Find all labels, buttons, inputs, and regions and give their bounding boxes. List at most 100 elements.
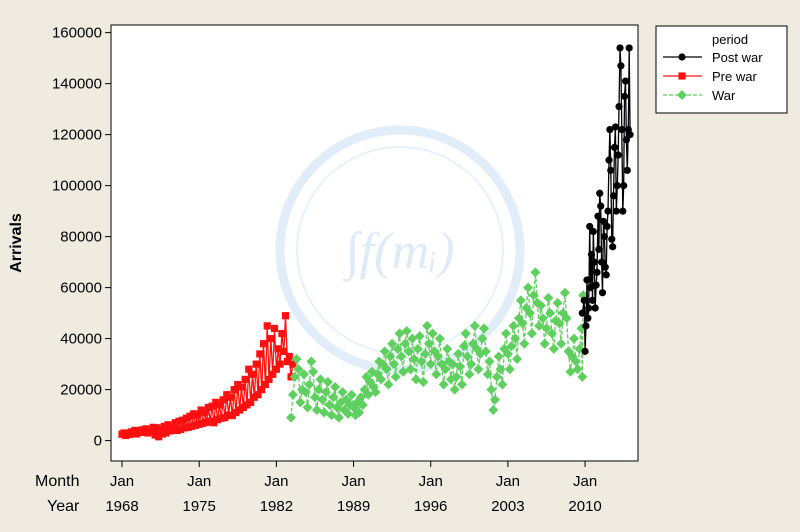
- data-point-pre-war: [280, 347, 288, 355]
- x-tick-label-month: Jan: [187, 473, 211, 490]
- x-tick-label-year: 2010: [568, 498, 601, 515]
- data-point-pre-war: [236, 406, 244, 414]
- data-point-war: [379, 346, 390, 357]
- data-point-war: [543, 292, 554, 303]
- data-point-war: [357, 399, 368, 410]
- data-point-war: [458, 341, 469, 352]
- data-point-post-war: [598, 289, 607, 297]
- data-point-war: [376, 374, 387, 385]
- data-point-post-war: [625, 44, 633, 52]
- data-point-post-war: [608, 235, 616, 243]
- data-point-war: [530, 267, 541, 278]
- series-war: [286, 267, 591, 423]
- legend-title: period: [712, 32, 748, 47]
- data-point-pre-war: [202, 418, 211, 426]
- data-point-war: [449, 384, 460, 395]
- data-point-war: [385, 351, 396, 362]
- data-point-post-war: [580, 296, 588, 304]
- data-point-war: [548, 343, 559, 354]
- data-point-war: [495, 364, 506, 375]
- data-point-pre-war: [269, 370, 277, 378]
- y-tick-label: 100000: [52, 178, 102, 195]
- data-point-war: [478, 323, 489, 334]
- y-tick-label: 60000: [60, 280, 102, 297]
- legend-label-pre-war: Pre war: [712, 69, 757, 84]
- data-point-war: [387, 338, 398, 349]
- data-point-pre-war: [210, 419, 218, 427]
- data-point-pre-war: [265, 375, 273, 384]
- x-tick-label-month: Jan: [110, 473, 134, 490]
- data-point-pre-war: [180, 424, 189, 432]
- data-point-war: [517, 318, 528, 329]
- data-point-pre-war: [228, 412, 236, 420]
- data-point-war: [508, 320, 519, 331]
- data-point-pre-war: [147, 428, 156, 436]
- data-point-post-war: [596, 189, 604, 197]
- data-point-pre-war: [171, 419, 179, 427]
- data-point-post-war: [621, 77, 630, 85]
- data-point-war: [545, 308, 556, 319]
- x-tick-label-year: 1968: [105, 498, 138, 515]
- data-point-war: [396, 351, 407, 362]
- data-point-war: [291, 354, 302, 365]
- series-layer: [118, 44, 634, 441]
- data-point-pre-war: [151, 431, 159, 439]
- data-point-war: [473, 364, 484, 375]
- data-point-war: [328, 392, 339, 403]
- data-point-war: [422, 320, 433, 331]
- y-tick-label: 40000: [60, 331, 102, 348]
- data-point-war: [405, 364, 416, 375]
- data-point-war: [497, 379, 508, 390]
- data-point-war: [547, 328, 558, 339]
- data-point-pre-war: [258, 386, 266, 394]
- data-point-pre-war: [177, 425, 185, 433]
- data-point-war: [464, 369, 475, 380]
- data-point-post-war: [587, 250, 596, 259]
- data-point-war: [515, 295, 526, 306]
- data-point-pre-war: [179, 416, 187, 424]
- data-point-war: [289, 371, 300, 382]
- data-point-post-war: [613, 182, 621, 190]
- data-point-war: [304, 379, 315, 390]
- legend-label-post-war: Post war: [712, 50, 763, 65]
- data-point-pre-war: [190, 410, 198, 418]
- data-point-post-war: [578, 309, 586, 317]
- data-point-pre-war: [153, 424, 161, 432]
- data-point-war: [559, 287, 570, 298]
- data-point-pre-war: [149, 423, 157, 431]
- data-point-war: [577, 371, 588, 382]
- data-point-war: [572, 364, 583, 375]
- data-point-war: [354, 407, 365, 418]
- x-row-label-year: Year: [47, 498, 80, 515]
- data-point-war: [390, 371, 401, 382]
- data-point-post-war: [597, 202, 605, 210]
- data-point-war: [346, 389, 357, 400]
- data-point-pre-war: [274, 345, 282, 353]
- data-point-post-war: [606, 125, 614, 134]
- data-point-post-war: [601, 263, 609, 271]
- data-point-post-war: [588, 296, 597, 304]
- data-point-post-war: [589, 227, 597, 236]
- x-tick-label-year: 1989: [337, 498, 370, 515]
- data-point-pre-war: [217, 414, 225, 422]
- data-point-post-war: [609, 192, 618, 200]
- data-point-war: [524, 308, 535, 319]
- data-point-war: [541, 323, 552, 334]
- x-tick-label-month: Jan: [573, 473, 597, 490]
- data-point-post-war: [600, 233, 608, 241]
- data-point-post-war: [616, 44, 624, 52]
- data-point-post-war: [598, 258, 606, 266]
- legend: period Post war Pre war War: [655, 25, 788, 114]
- data-point-pre-war: [215, 401, 223, 409]
- data-point-post-war: [586, 284, 595, 292]
- data-point-war: [306, 356, 317, 367]
- data-point-pre-war: [193, 411, 201, 419]
- data-point-pre-war: [263, 322, 271, 330]
- legend-items: Post war Pre war War: [663, 50, 763, 103]
- data-point-pre-war: [281, 312, 290, 320]
- data-point-war: [491, 371, 502, 382]
- data-point-post-war: [602, 271, 610, 279]
- data-point-post-war: [584, 314, 592, 322]
- data-point-war: [434, 333, 445, 344]
